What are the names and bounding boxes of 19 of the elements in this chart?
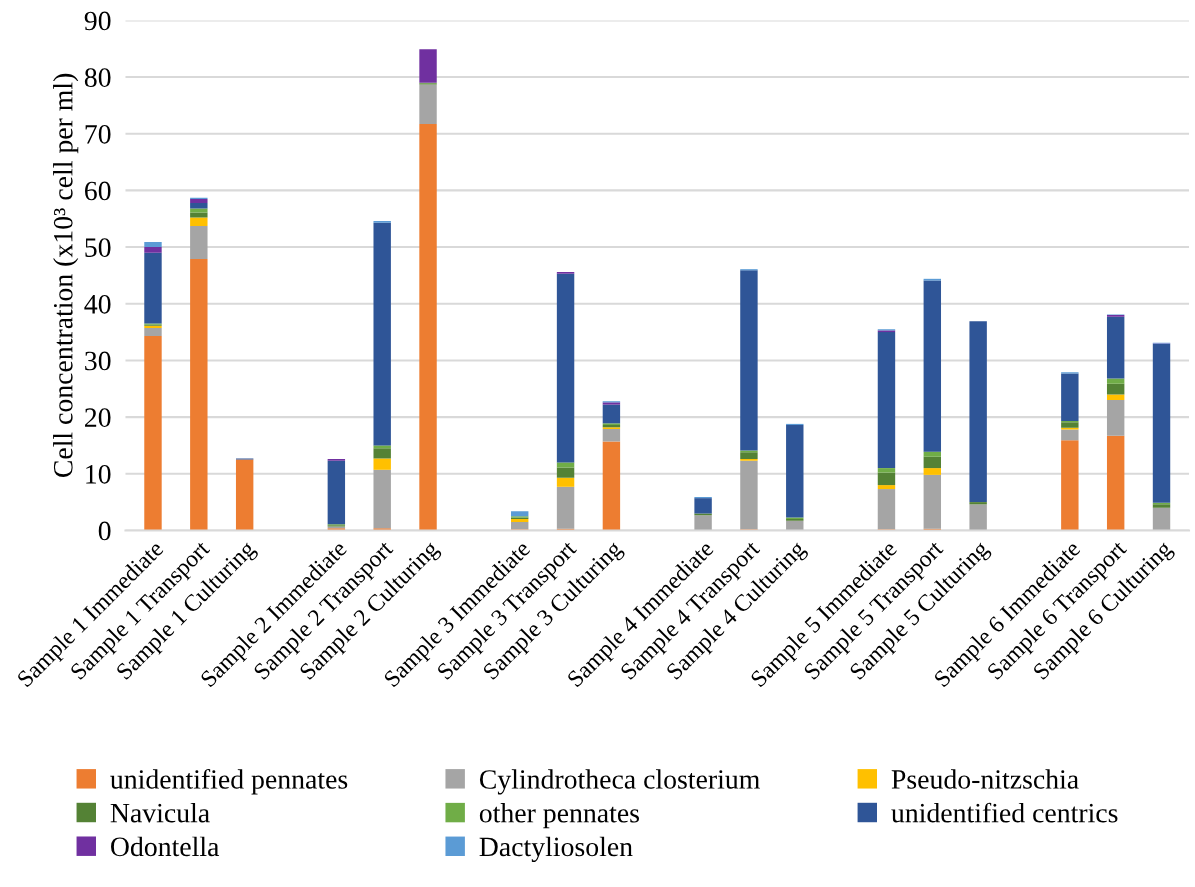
y-axis-title: Cell concentration (x10³ cell per ml) xyxy=(53,73,79,478)
y-tick-label: 60 xyxy=(85,181,111,201)
legend-label: other pennates xyxy=(479,803,639,829)
legend-label: unidentified centrics xyxy=(891,802,1118,823)
y-tick-label: 30 xyxy=(85,351,111,371)
legend-label: Navicula xyxy=(110,802,210,823)
legend-label: Odontella xyxy=(111,836,220,857)
y-tick-label: 20 xyxy=(85,408,111,427)
y-tick-label: 70 xyxy=(85,124,111,144)
y-tick-label: 40 xyxy=(84,294,111,314)
y-tick-label: 10 xyxy=(86,464,111,484)
legend-label: Pseudo-nitzschia xyxy=(891,769,1079,789)
y-tick-label: 50 xyxy=(85,238,111,257)
legend-label: unidentified pennates xyxy=(110,768,348,795)
y-tick-label: 90 xyxy=(84,11,111,31)
y-tick-label: 80 xyxy=(84,68,111,87)
legend-label: Dactyliosolen xyxy=(479,836,633,862)
y-tick-label: 0 xyxy=(98,521,111,541)
legend-label: Cylindrotheca closterium xyxy=(479,769,760,795)
